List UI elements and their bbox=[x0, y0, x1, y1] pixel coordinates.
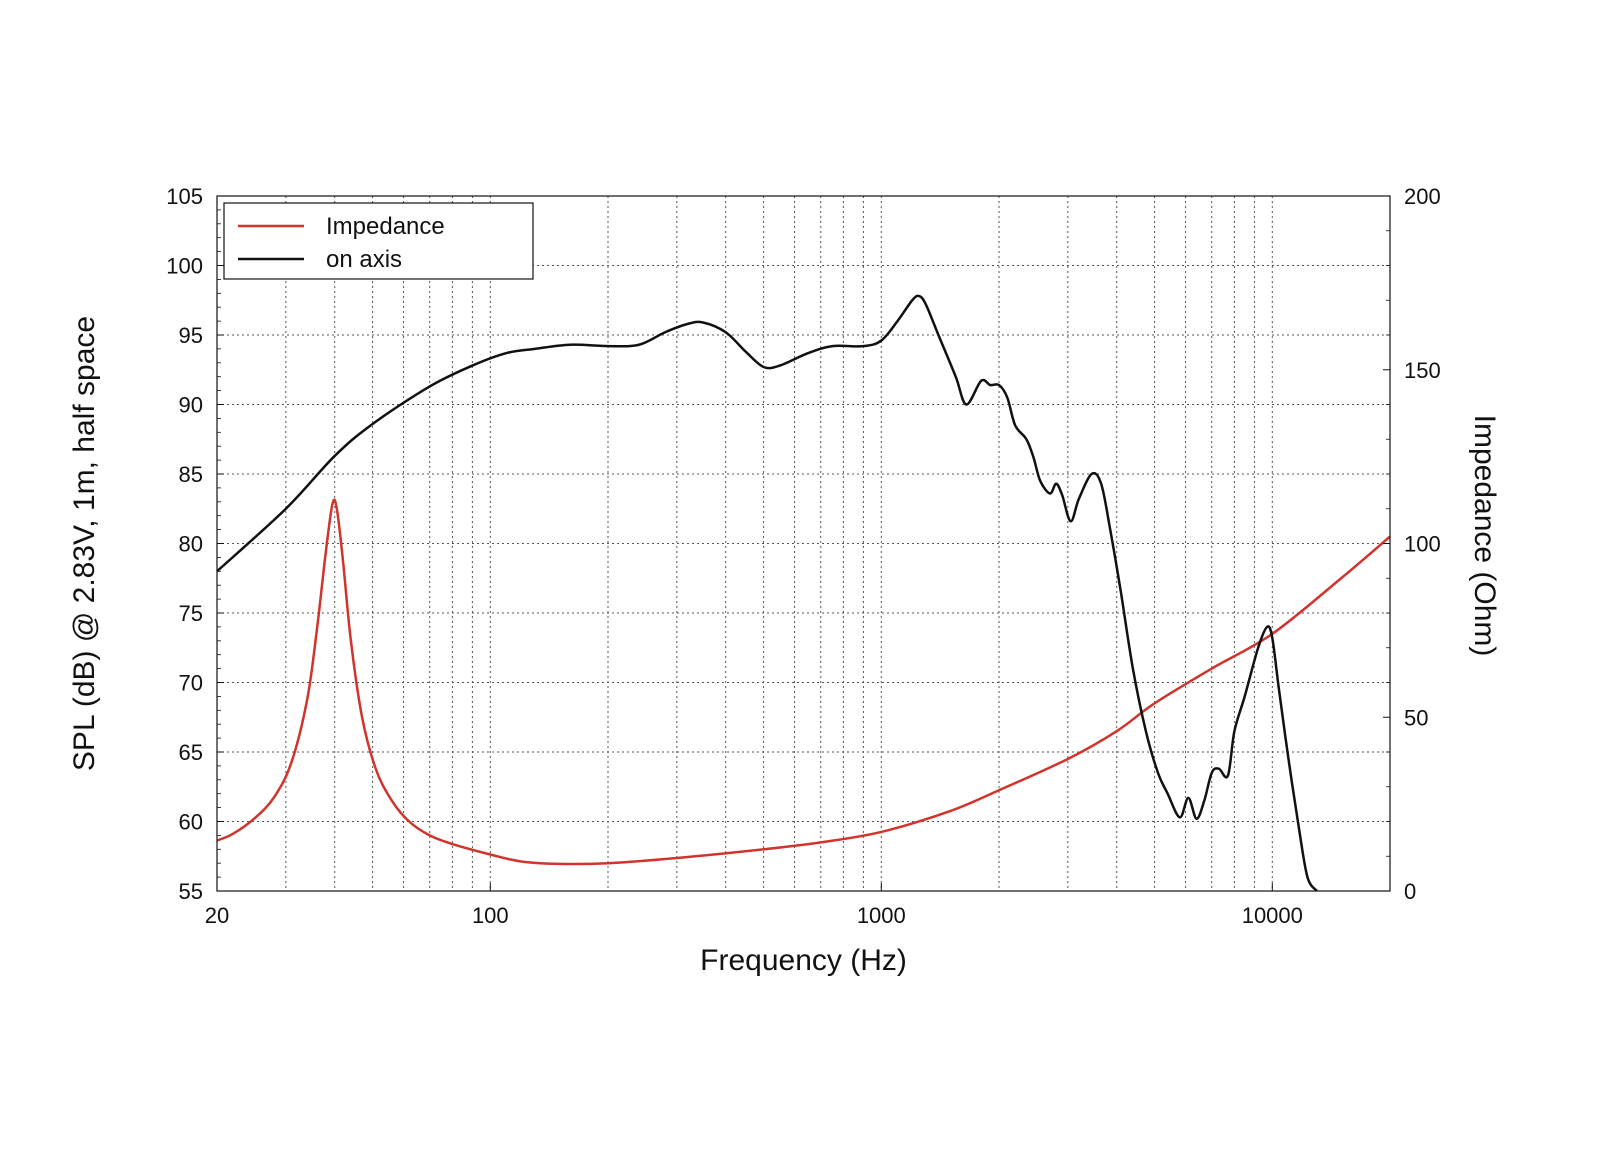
y-tick-label: 55 bbox=[179, 879, 203, 904]
y-tick-label: 65 bbox=[179, 740, 203, 765]
series-layer bbox=[216, 294, 1391, 892]
y2-tick-label: 150 bbox=[1404, 358, 1441, 383]
y2-tick-label: 200 bbox=[1404, 184, 1441, 209]
y2-tick-label: 50 bbox=[1404, 705, 1428, 730]
legend-label-impedance: Impedance bbox=[326, 213, 445, 240]
x-tick-label: 20 bbox=[205, 903, 229, 928]
legend-box bbox=[223, 202, 534, 280]
y-tick-label: 80 bbox=[179, 532, 203, 557]
y-tick-label: 75 bbox=[179, 601, 203, 626]
y-tick-label: 105 bbox=[166, 184, 203, 209]
tick-labels: 20 100 1000 10000 55 60 65 70 75 80 85 90 95 100 105 0 5… bbox=[166, 184, 1440, 928]
y-tick-label: 85 bbox=[179, 462, 203, 487]
y-tick-label: 60 bbox=[179, 810, 203, 835]
y2-tick-label: 0 bbox=[1404, 879, 1416, 904]
x-tick-label: 10000 bbox=[1242, 903, 1303, 928]
y-tick-label: 90 bbox=[179, 393, 203, 418]
series-line-impedance bbox=[216, 498, 1391, 866]
y2-tick-label: 100 bbox=[1404, 532, 1441, 557]
y2-axis-title: Impedance (Ohm) bbox=[1468, 415, 1501, 657]
x-axis-title: Frequency (Hz) bbox=[700, 944, 907, 977]
y-axis-title: SPL (dB) @ 2.83V, 1m, half space bbox=[68, 316, 101, 771]
x-tick-label: 100 bbox=[472, 903, 509, 928]
series-line-on-axis bbox=[216, 294, 1318, 892]
y-tick-label: 70 bbox=[179, 671, 203, 696]
x-tick-label: 1000 bbox=[857, 903, 906, 928]
legend-label-on-axis: on axis bbox=[326, 246, 402, 273]
y-tick-label: 100 bbox=[166, 254, 203, 279]
axis-ticks bbox=[216, 195, 1390, 892]
grid bbox=[217, 196, 1390, 891]
legend: Impedance on axis bbox=[223, 202, 534, 280]
y-tick-label: 95 bbox=[179, 323, 203, 348]
